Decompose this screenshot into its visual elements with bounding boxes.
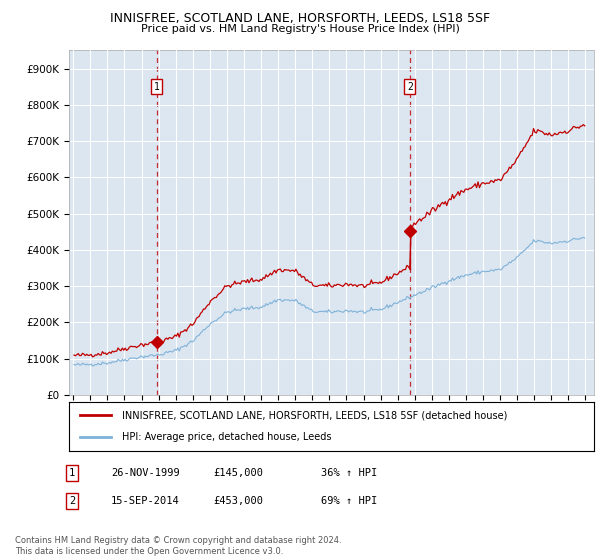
Text: 2: 2 [407, 82, 413, 92]
Text: 26-NOV-1999: 26-NOV-1999 [111, 468, 180, 478]
Text: 69% ↑ HPI: 69% ↑ HPI [321, 496, 377, 506]
Text: 1: 1 [69, 468, 75, 478]
Text: 36% ↑ HPI: 36% ↑ HPI [321, 468, 377, 478]
Text: £453,000: £453,000 [213, 496, 263, 506]
Text: £145,000: £145,000 [213, 468, 263, 478]
Text: INNISFREE, SCOTLAND LANE, HORSFORTH, LEEDS, LS18 5SF (detached house): INNISFREE, SCOTLAND LANE, HORSFORTH, LEE… [121, 410, 507, 421]
Text: Contains HM Land Registry data © Crown copyright and database right 2024.
This d: Contains HM Land Registry data © Crown c… [15, 536, 341, 556]
Text: 1: 1 [154, 82, 160, 92]
Text: 15-SEP-2014: 15-SEP-2014 [111, 496, 180, 506]
Text: Price paid vs. HM Land Registry's House Price Index (HPI): Price paid vs. HM Land Registry's House … [140, 24, 460, 34]
Text: 2: 2 [69, 496, 75, 506]
Text: INNISFREE, SCOTLAND LANE, HORSFORTH, LEEDS, LS18 5SF: INNISFREE, SCOTLAND LANE, HORSFORTH, LEE… [110, 12, 490, 25]
Text: HPI: Average price, detached house, Leeds: HPI: Average price, detached house, Leed… [121, 432, 331, 442]
